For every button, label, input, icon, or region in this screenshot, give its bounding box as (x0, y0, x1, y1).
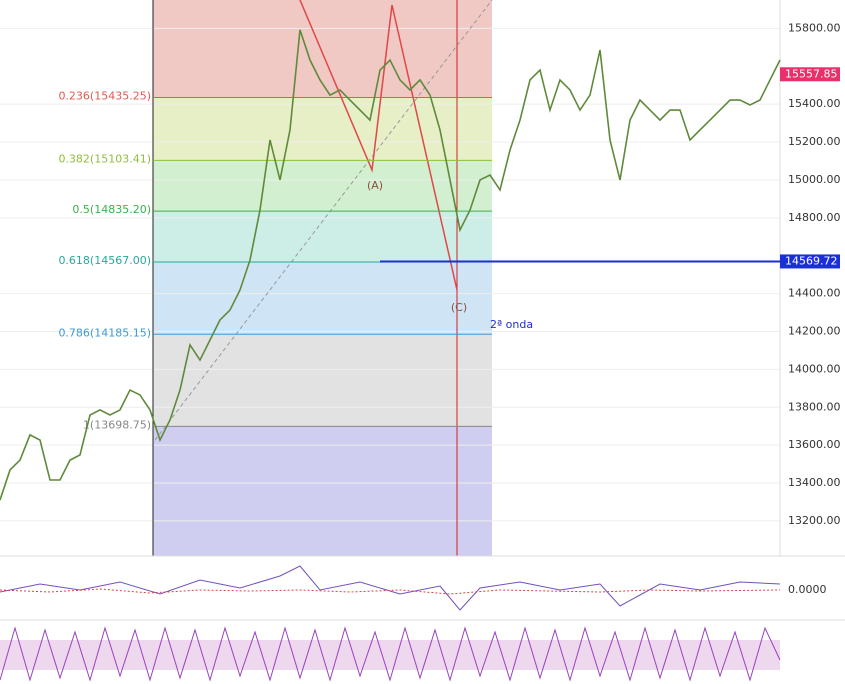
stoch-line (0, 626, 781, 682)
fib-label: 0.618(14567.00) (58, 254, 151, 267)
fib-label: 0.5(14835.20) (72, 203, 151, 216)
fib-band (153, 262, 492, 334)
y-tick-label: 14200.00 (788, 324, 841, 337)
fib-band (153, 97, 492, 160)
y-tick-label: 13200.00 (788, 514, 841, 527)
wave-label: (C) (451, 301, 467, 314)
fib-band (153, 426, 492, 556)
fib-band (153, 334, 492, 426)
fib-band (153, 211, 492, 262)
fib-band (153, 0, 492, 97)
y-tick-label: 14800.00 (788, 211, 841, 224)
y-tick-label: 14000.00 (788, 362, 841, 375)
price-tag (780, 254, 840, 269)
y-tick-label: 15000.00 (788, 173, 841, 186)
price-line (0, 29, 781, 501)
signal-line (0, 588, 781, 595)
fib-label: 0.236(15435.25) (58, 90, 151, 103)
y-tick-label: 14400.00 (788, 287, 841, 300)
fib-label: 1(13698.75) (83, 418, 151, 431)
macd-line (0, 565, 781, 611)
wave-path (299, 0, 458, 291)
fib-label: 0.382(15103.41) (58, 152, 151, 165)
y-tick-label: 13600.00 (788, 438, 841, 451)
price-tag-label: 15557.85 (785, 67, 838, 80)
y-tick-label: 15200.00 (788, 135, 841, 148)
y-tick-label: 15800.00 (788, 21, 841, 34)
price-tag (780, 67, 840, 82)
y-tick-label: 13800.00 (788, 400, 841, 413)
fib-band (153, 160, 492, 211)
price-tag-label: 14569.72 (785, 254, 838, 267)
y-tick-label: 15400.00 (788, 97, 841, 110)
oscillator-label: 0.0000 (788, 583, 827, 596)
trend-line (154, 0, 493, 441)
fib-label: 0.786(14185.15) (58, 326, 151, 339)
wave-label: (A) (367, 179, 383, 192)
wave-annotation: 2ª onda (490, 318, 533, 331)
y-tick-label: 13400.00 (788, 476, 841, 489)
